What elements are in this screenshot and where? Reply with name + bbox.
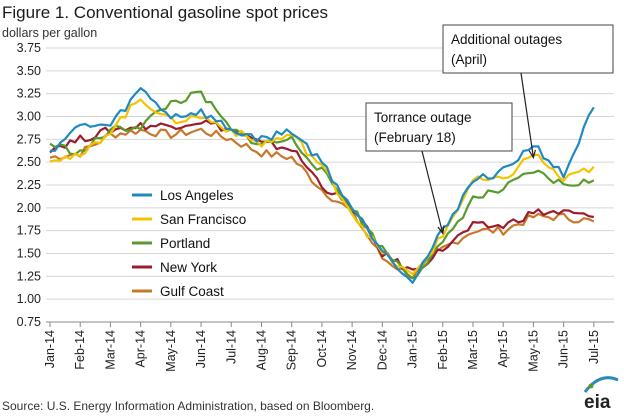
chart-title: Figure 1. Conventional gasoline spot pri… bbox=[2, 3, 328, 22]
y-tick-label: 2.00 bbox=[17, 201, 41, 215]
x-axis: Jan-14 Feb-14 Mar-14 Apr-14 May-14 Jun-14 Jul-… bbox=[43, 322, 601, 372]
x-tick-label: May-14 bbox=[164, 330, 178, 372]
y-tick-label: 1.75 bbox=[17, 224, 41, 238]
x-tick-label: Jul-14 bbox=[224, 330, 238, 364]
x-tick-label: Jul-15 bbox=[587, 330, 601, 364]
y-tick-label: 2.75 bbox=[17, 132, 41, 146]
x-tick-label: Jan-14 bbox=[43, 330, 57, 368]
legend-label: Los Angeles bbox=[160, 188, 234, 203]
x-tick-label: Mar-14 bbox=[103, 330, 117, 370]
y-axis-ticks: 0.75 1.00 1.25 1.50 1.75 2.00 2.25 2.50 2.75 3.00… bbox=[17, 41, 41, 329]
series-line-new-york bbox=[49, 119, 594, 271]
annotation-text: Torrance outage bbox=[374, 110, 472, 125]
y-tick-label: 1.00 bbox=[17, 292, 41, 306]
annotation-box bbox=[442, 24, 614, 74]
annotation-arrowhead bbox=[437, 225, 445, 235]
source-note: Source: U.S. Energy Information Administ… bbox=[2, 399, 374, 413]
eia-logo-arc-icon bbox=[583, 376, 619, 393]
annotation-arrow bbox=[520, 72, 534, 158]
y-tick-label: 3.75 bbox=[17, 41, 41, 55]
x-tick-label: Apr-14 bbox=[134, 330, 148, 368]
y-tick-label: 3.25 bbox=[17, 87, 41, 101]
x-tick-label: Aug-14 bbox=[254, 330, 268, 370]
eia-logo-text: eia bbox=[584, 392, 611, 413]
legend-label: Portland bbox=[160, 236, 210, 251]
y-tick-label: 1.25 bbox=[17, 269, 41, 283]
legend-label: San Francisco bbox=[160, 212, 246, 227]
x-tick-label: Oct-14 bbox=[315, 330, 329, 368]
x-tick-label: Feb-14 bbox=[73, 330, 87, 370]
legend: Los Angeles San Francisco Portland New York… bbox=[132, 188, 246, 299]
x-tick-label: Jun-15 bbox=[557, 330, 571, 368]
y-tick-label: 3.00 bbox=[17, 110, 41, 124]
y-tick-label: 3.50 bbox=[17, 64, 41, 78]
y-tick-label: 1.50 bbox=[17, 247, 41, 261]
annotation-text: (February 18) bbox=[374, 130, 456, 145]
annotation-arrow bbox=[421, 150, 444, 234]
x-tick-label: Nov-14 bbox=[345, 330, 359, 370]
annotations: Torrance outage (February 18) Additional o… bbox=[365, 24, 614, 235]
x-tick-label: May-15 bbox=[526, 330, 540, 372]
y-tick-label: 2.25 bbox=[17, 178, 41, 192]
legend-label: New York bbox=[160, 260, 217, 275]
annotation-text: (April) bbox=[451, 52, 487, 67]
annotation-text: Additional outages bbox=[451, 32, 562, 47]
x-tick-label: Jun-14 bbox=[194, 330, 208, 368]
series-lines bbox=[49, 87, 595, 284]
series-line-los-angeles bbox=[49, 87, 595, 284]
y-tick-label: 0.75 bbox=[17, 315, 41, 329]
x-tick-label: Mar-15 bbox=[466, 330, 480, 370]
x-tick-label: Jan-15 bbox=[406, 330, 420, 368]
series-line-san-francisco bbox=[49, 98, 595, 276]
x-tick-label: Feb-15 bbox=[436, 330, 450, 370]
x-tick-label: Apr-15 bbox=[496, 330, 510, 368]
series-line-portland bbox=[49, 90, 595, 280]
x-tick-label: Dec-14 bbox=[375, 330, 389, 370]
eia-logo: eia bbox=[583, 376, 619, 413]
x-tick-label: Sep-14 bbox=[285, 330, 299, 370]
eia-logo-dot-icon bbox=[588, 383, 594, 389]
annotation-arrowhead bbox=[528, 149, 536, 160]
legend-label: Gulf Coast bbox=[160, 284, 224, 299]
annotation-box bbox=[365, 102, 513, 152]
y-tick-label: 2.50 bbox=[17, 155, 41, 169]
chart-subtitle: dollars per gallon bbox=[2, 26, 97, 40]
grid-lines bbox=[46, 47, 614, 323]
